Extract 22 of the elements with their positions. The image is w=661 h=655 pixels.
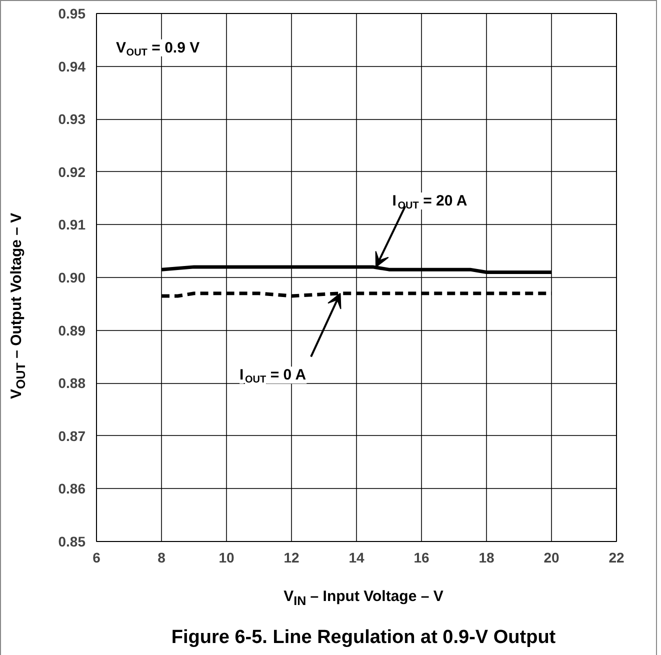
y-tick-label: 0.91 [58,216,86,233]
x-tick-label: 8 [158,550,166,566]
text: Figure 6-5. Line Regulation at 0.9-V Output [170,626,557,650]
y-tick-label: 0.90 [58,270,86,286]
x-tick-label: 16 [414,550,430,566]
y-tick-label: 0.88 [58,375,86,392]
y-tick-label: 0.92 [58,164,86,180]
x-tick-label: 6 [92,550,101,566]
y-tick-label: 0.94 [58,58,86,74]
x-tick-label: 12 [284,550,300,566]
x-tick-label: 14 [348,550,364,566]
y-tick-label: 0.93 [58,111,86,128]
x-tick-label: 20 [544,550,560,566]
x-tick-label: 18 [478,550,494,566]
y-tick-label: 0.87 [58,428,86,444]
y-tick-label: 0.85 [58,534,86,550]
x-tick-label: 10 [218,550,234,566]
x-axis-title: V$_{IN}$ – Input Voltage – V [282,587,444,610]
y-tick-label: 0.95 [58,6,86,22]
y-tick-label: 0.89 [58,322,86,338]
y-tick-label: 0.86 [58,480,86,497]
x-tick-label: 22 [608,550,624,566]
